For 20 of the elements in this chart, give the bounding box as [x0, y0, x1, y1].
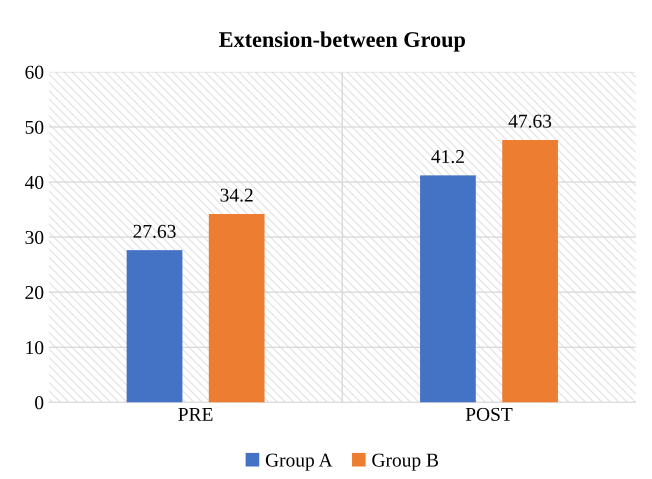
y-tick-label: 60	[25, 66, 44, 79]
data-label: 34.2	[220, 188, 253, 202]
y-tick-label: 50	[26, 120, 44, 134]
legend-label: Group B	[372, 454, 438, 471]
bar	[208, 214, 265, 402]
y-tick-label: 40	[24, 176, 44, 189]
data-label: 27.63	[134, 224, 176, 238]
x-tick-label: PRE	[178, 408, 212, 421]
x-tick-label: POST	[466, 408, 512, 421]
y-tick-label: 20	[25, 286, 44, 300]
y-tick-label: 30	[26, 230, 44, 244]
bar	[126, 250, 182, 402]
data-label: 47.63	[508, 114, 552, 128]
legend-label: Group A	[266, 454, 332, 471]
chart-title: Extension-between Group	[219, 31, 465, 52]
data-label: 41.2	[431, 150, 464, 164]
bar	[420, 175, 476, 402]
y-tick-label: 10	[26, 341, 44, 354]
y-tick-label: 0	[35, 396, 44, 410]
bar	[502, 140, 558, 402]
